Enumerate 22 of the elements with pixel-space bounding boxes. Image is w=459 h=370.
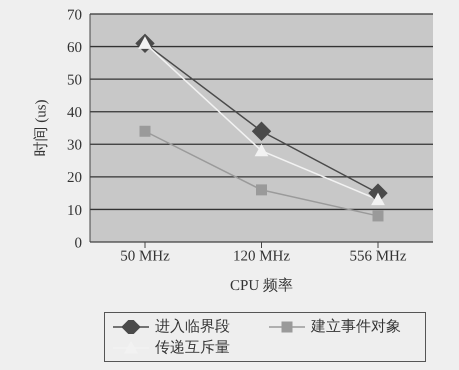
- y-tick-label: 20: [67, 170, 82, 186]
- point: [256, 184, 267, 196]
- x-tick-label: 50 MHz: [120, 248, 170, 265]
- point: [255, 144, 268, 156]
- y-tick-label: 40: [67, 105, 82, 122]
- y-tick-label: 10: [67, 202, 82, 219]
- point: [140, 126, 150, 137]
- y-tick-label: 0: [74, 235, 82, 252]
- y-axis-title: 时间 (us): [32, 99, 50, 157]
- y-tick-label: 50: [67, 72, 82, 88]
- legend-label: 建立事件对象: [311, 317, 401, 336]
- y-tick-label: 70: [67, 7, 82, 24]
- x-tick-label: 556 MHz: [349, 248, 407, 265]
- point: [372, 210, 384, 222]
- y-tick-label: 30: [67, 138, 82, 154]
- x-axis-title: CPU 频率: [230, 277, 293, 294]
- text: 传递互斥量: [155, 338, 230, 357]
- legend-label: 进入临界段: [155, 318, 230, 336]
- point: [372, 193, 384, 206]
- x-tick-label: 120 MHz: [232, 248, 290, 265]
- point: [252, 122, 271, 141]
- y-tick-label: 60: [67, 40, 82, 56]
